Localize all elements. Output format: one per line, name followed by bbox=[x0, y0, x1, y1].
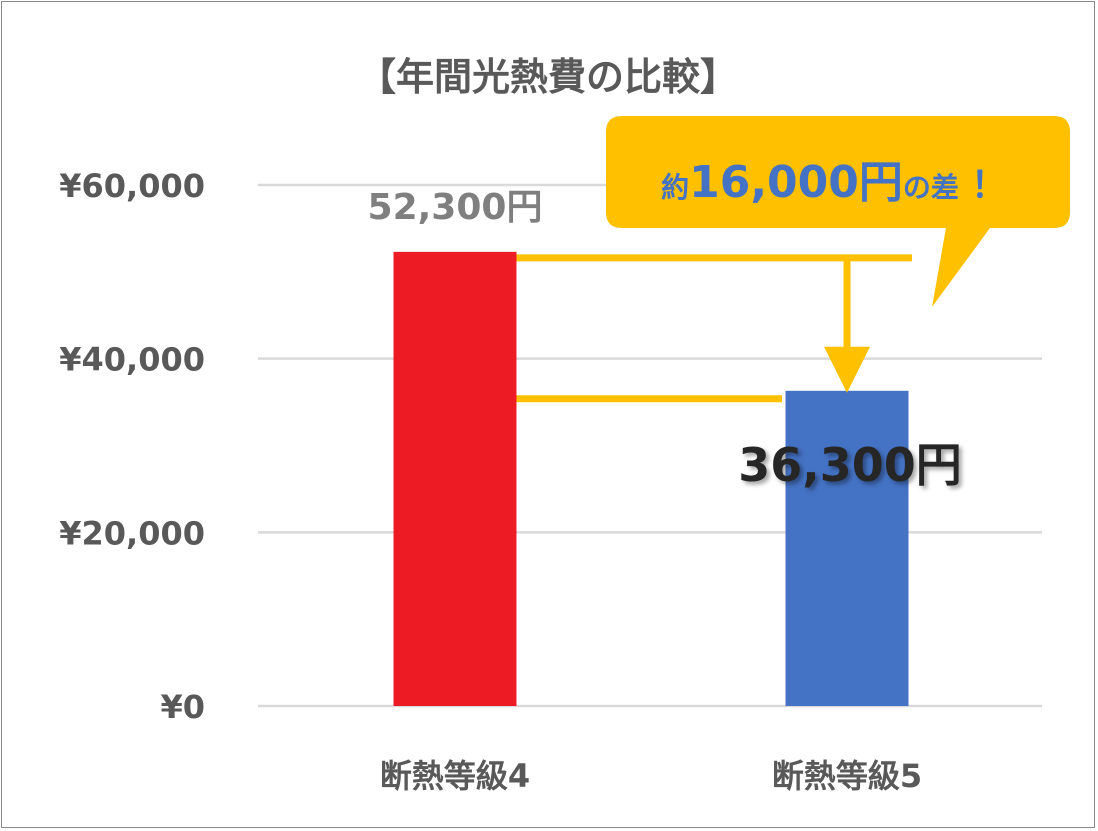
bar-1 bbox=[393, 251, 517, 706]
data-label-bar-1: 52,300円 bbox=[368, 187, 543, 228]
y-tick-label: ¥60,000 bbox=[59, 167, 205, 205]
bar-2 bbox=[785, 390, 909, 706]
y-tick-label: ¥40,000 bbox=[59, 341, 205, 379]
x-category-label: 断熱等級5 bbox=[772, 757, 922, 795]
callout-prefix: 約 bbox=[661, 171, 689, 204]
bars bbox=[393, 251, 909, 706]
callout-exclaim: ！ bbox=[971, 165, 1007, 206]
difference-indicator bbox=[516, 254, 912, 403]
difference-arrow-head bbox=[824, 346, 870, 393]
callout-amount: 16,000円 bbox=[689, 157, 903, 208]
callout-text: 約16,000円の差 ！ bbox=[661, 157, 1007, 208]
difference-callout: 約16,000円の差 ！ bbox=[606, 116, 1070, 307]
y-tick-label: ¥20,000 bbox=[59, 514, 205, 552]
data-label-bar-2: 36,300円 bbox=[738, 438, 962, 492]
callout-suffix: の差 bbox=[903, 171, 959, 204]
chart-title: 【年間光熱費の比較】 bbox=[358, 55, 738, 99]
x-category-label: 断熱等級4 bbox=[380, 757, 530, 795]
y-tick-label: ¥0 bbox=[160, 688, 205, 726]
callout-bubble bbox=[606, 116, 1070, 307]
x-axis-category-labels: 断熱等級4 断熱等級5 bbox=[380, 757, 922, 795]
data-labels: 52,300円 36,300円 bbox=[368, 187, 962, 492]
y-axis-tick-labels: ¥0 ¥20,000 ¥40,000 ¥60,000 bbox=[59, 167, 205, 726]
